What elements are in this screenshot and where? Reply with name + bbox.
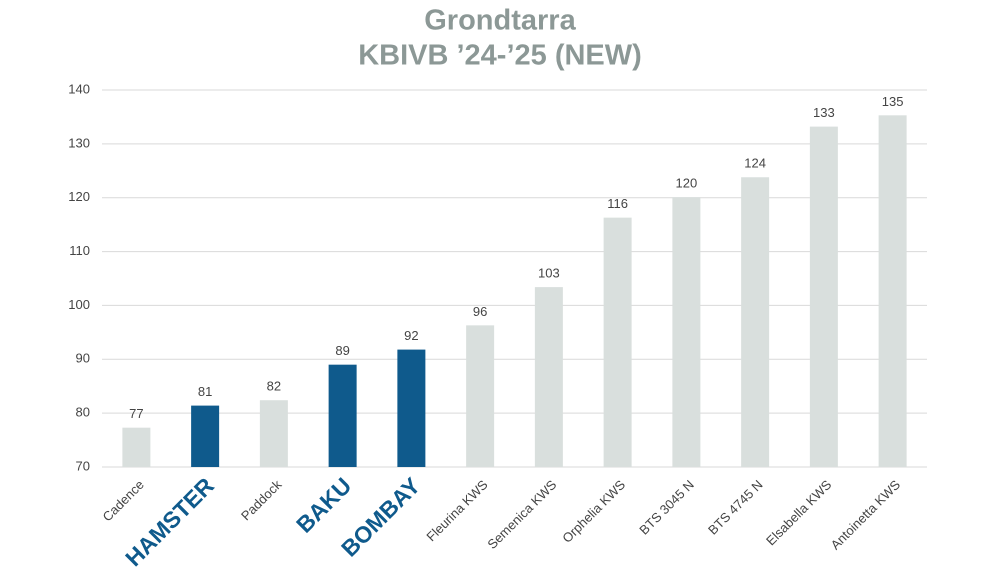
value-label: 120: [676, 176, 698, 191]
value-label: 77: [129, 406, 143, 421]
bar: [672, 197, 701, 467]
bar: [328, 364, 357, 467]
x-tick-label: Semenica KWS: [484, 477, 559, 552]
bar: [878, 115, 907, 467]
bar: [603, 217, 632, 467]
chart-title: Grondtarra: [424, 5, 576, 37]
value-label: 81: [198, 384, 212, 399]
x-tick-label: BAKU: [291, 472, 356, 537]
value-label: 116: [607, 196, 628, 211]
y-tick-label: 90: [76, 351, 90, 366]
y-tick-label: 100: [68, 297, 90, 312]
bar: [191, 405, 220, 467]
bar: [741, 177, 770, 467]
x-tick-label: Cadence: [100, 477, 147, 524]
value-label: 89: [335, 343, 349, 358]
x-tick-label: BTS 4745 N: [705, 477, 766, 538]
value-label: 82: [267, 379, 281, 394]
y-tick-label: 110: [69, 243, 90, 258]
value-label: 124: [744, 156, 766, 171]
x-tick-label: Fleurina KWS: [423, 477, 491, 545]
chart-subtitle: KBIVB ’24-’25 (NEW): [358, 40, 642, 72]
x-tick-label: Orphelia KWS: [559, 477, 628, 546]
y-tick-label: 130: [68, 135, 90, 150]
bar: [122, 427, 151, 467]
value-label: 96: [473, 304, 487, 319]
x-tick-label: BTS 3045 N: [636, 477, 697, 538]
value-label: 103: [538, 266, 560, 281]
x-tick-label: Antoinetta KWS: [828, 477, 904, 553]
value-label: 133: [813, 105, 835, 120]
value-label: 92: [404, 328, 418, 343]
x-tick-label: Elsabella KWS: [763, 477, 835, 549]
bar: [534, 287, 563, 467]
y-tick-label: 80: [76, 405, 90, 420]
y-tick-label: 70: [76, 458, 90, 473]
bar: [259, 400, 288, 467]
bar: [466, 325, 495, 467]
y-tick-label: 120: [68, 189, 90, 204]
x-tick-label: Paddock: [238, 477, 285, 524]
y-tick-label: 140: [68, 81, 90, 96]
value-label: 135: [882, 94, 904, 109]
bar: [397, 349, 426, 467]
bar: [809, 126, 838, 467]
